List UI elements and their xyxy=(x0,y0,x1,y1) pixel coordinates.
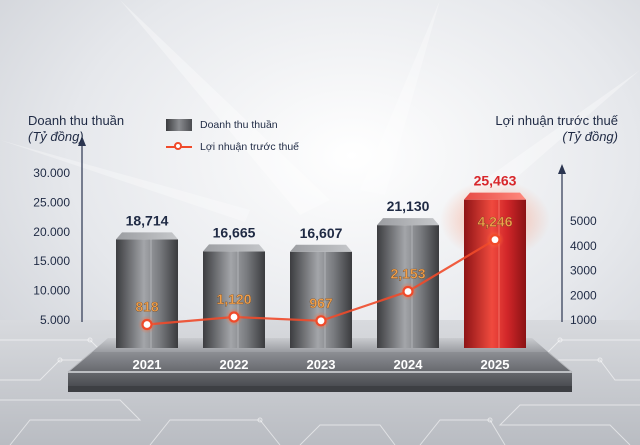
profit-value-label: 967 xyxy=(309,295,333,311)
category-label: 2021 xyxy=(133,357,162,372)
left-axis-tick-label: 5.000 xyxy=(40,313,70,327)
right-axis-tick-label: 5000 xyxy=(570,214,597,228)
left-axis-unit: (Tỷ đồng) xyxy=(28,129,84,144)
line-layer xyxy=(138,230,504,334)
left-axis-tick-label: 30.000 xyxy=(33,166,70,180)
category-label: 2024 xyxy=(394,357,424,372)
profit-value-label: 818 xyxy=(135,299,159,315)
bar-value-label: 16,607 xyxy=(300,225,343,241)
bar-value-label: 21,130 xyxy=(387,198,430,214)
bar-top-2023 xyxy=(290,244,352,252)
left-axis-tick-label: 25.000 xyxy=(33,195,70,209)
profit-point xyxy=(402,285,414,298)
legend-label-profit: Lợi nhuận trước thuế xyxy=(200,141,300,153)
bar-2025 xyxy=(464,199,526,348)
left-axis-title-text: Doanh thu thuần xyxy=(28,113,125,128)
left-axis-tick-label: 15.000 xyxy=(33,254,70,268)
bar-top-2021 xyxy=(116,232,178,240)
legend: Doanh thu thuần Lợi nhuận trước thuế xyxy=(166,118,299,162)
bar-top-2025 xyxy=(464,192,526,200)
bar-2023 xyxy=(290,251,352,348)
bar-top-2024 xyxy=(377,218,439,226)
left-axis-tick-label: 10.000 xyxy=(33,284,70,298)
profit-value-label: 1,120 xyxy=(216,291,251,307)
profit-point xyxy=(228,311,240,323)
category-label: 2023 xyxy=(307,357,336,372)
right-axis-tick-label: 2000 xyxy=(570,288,597,302)
bar-top-2022 xyxy=(203,244,265,252)
left-axis-title: Doanh thu thuần (Tỷ đồng) xyxy=(28,113,124,145)
category-label: 2025 xyxy=(481,357,510,372)
left-axis-tick-label: 20.000 xyxy=(33,225,70,239)
profit-value-label: 4,246 xyxy=(477,214,512,230)
bar-2022 xyxy=(203,251,265,348)
profit-point xyxy=(141,318,153,331)
category-label: 2022 xyxy=(220,357,249,372)
right-axis-title-text: Lợi nhuận trước thuế xyxy=(495,113,618,128)
legend-bar-swatch xyxy=(166,119,192,131)
labels-layer: 18,714 2021 16,665 2022 16,607 2023 21,130 2024… xyxy=(126,173,517,372)
profit-value-label: 2,153 xyxy=(390,265,425,281)
legend-line-swatch xyxy=(166,141,192,153)
legend-item-revenue: Doanh thu thuần xyxy=(166,118,299,132)
legend-item-profit: Lợi nhuận trước thuế xyxy=(166,140,299,154)
right-axis-tick-label: 4000 xyxy=(570,239,597,253)
bar-value-label: 25,463 xyxy=(474,173,517,189)
bar-value-label: 18,714 xyxy=(126,212,169,228)
right-axis-title: Lợi nhuận trước thuế (Tỷ đồng) xyxy=(495,113,618,145)
platform xyxy=(68,352,572,386)
right-axis-unit: (Tỷ đồng) xyxy=(562,129,618,144)
right-axis-tick-label: 3000 xyxy=(570,264,597,278)
profit-point xyxy=(315,315,327,327)
ticks-layer: 5.000 10.000 15.000 20.000 25.000 30.000 1000 2… xyxy=(33,166,597,327)
legend-label-revenue: Doanh thu thuần xyxy=(200,119,278,131)
profit-point xyxy=(489,234,501,246)
right-axis-tick-label: 1000 xyxy=(570,313,597,327)
bar-value-label: 16,665 xyxy=(213,224,256,240)
